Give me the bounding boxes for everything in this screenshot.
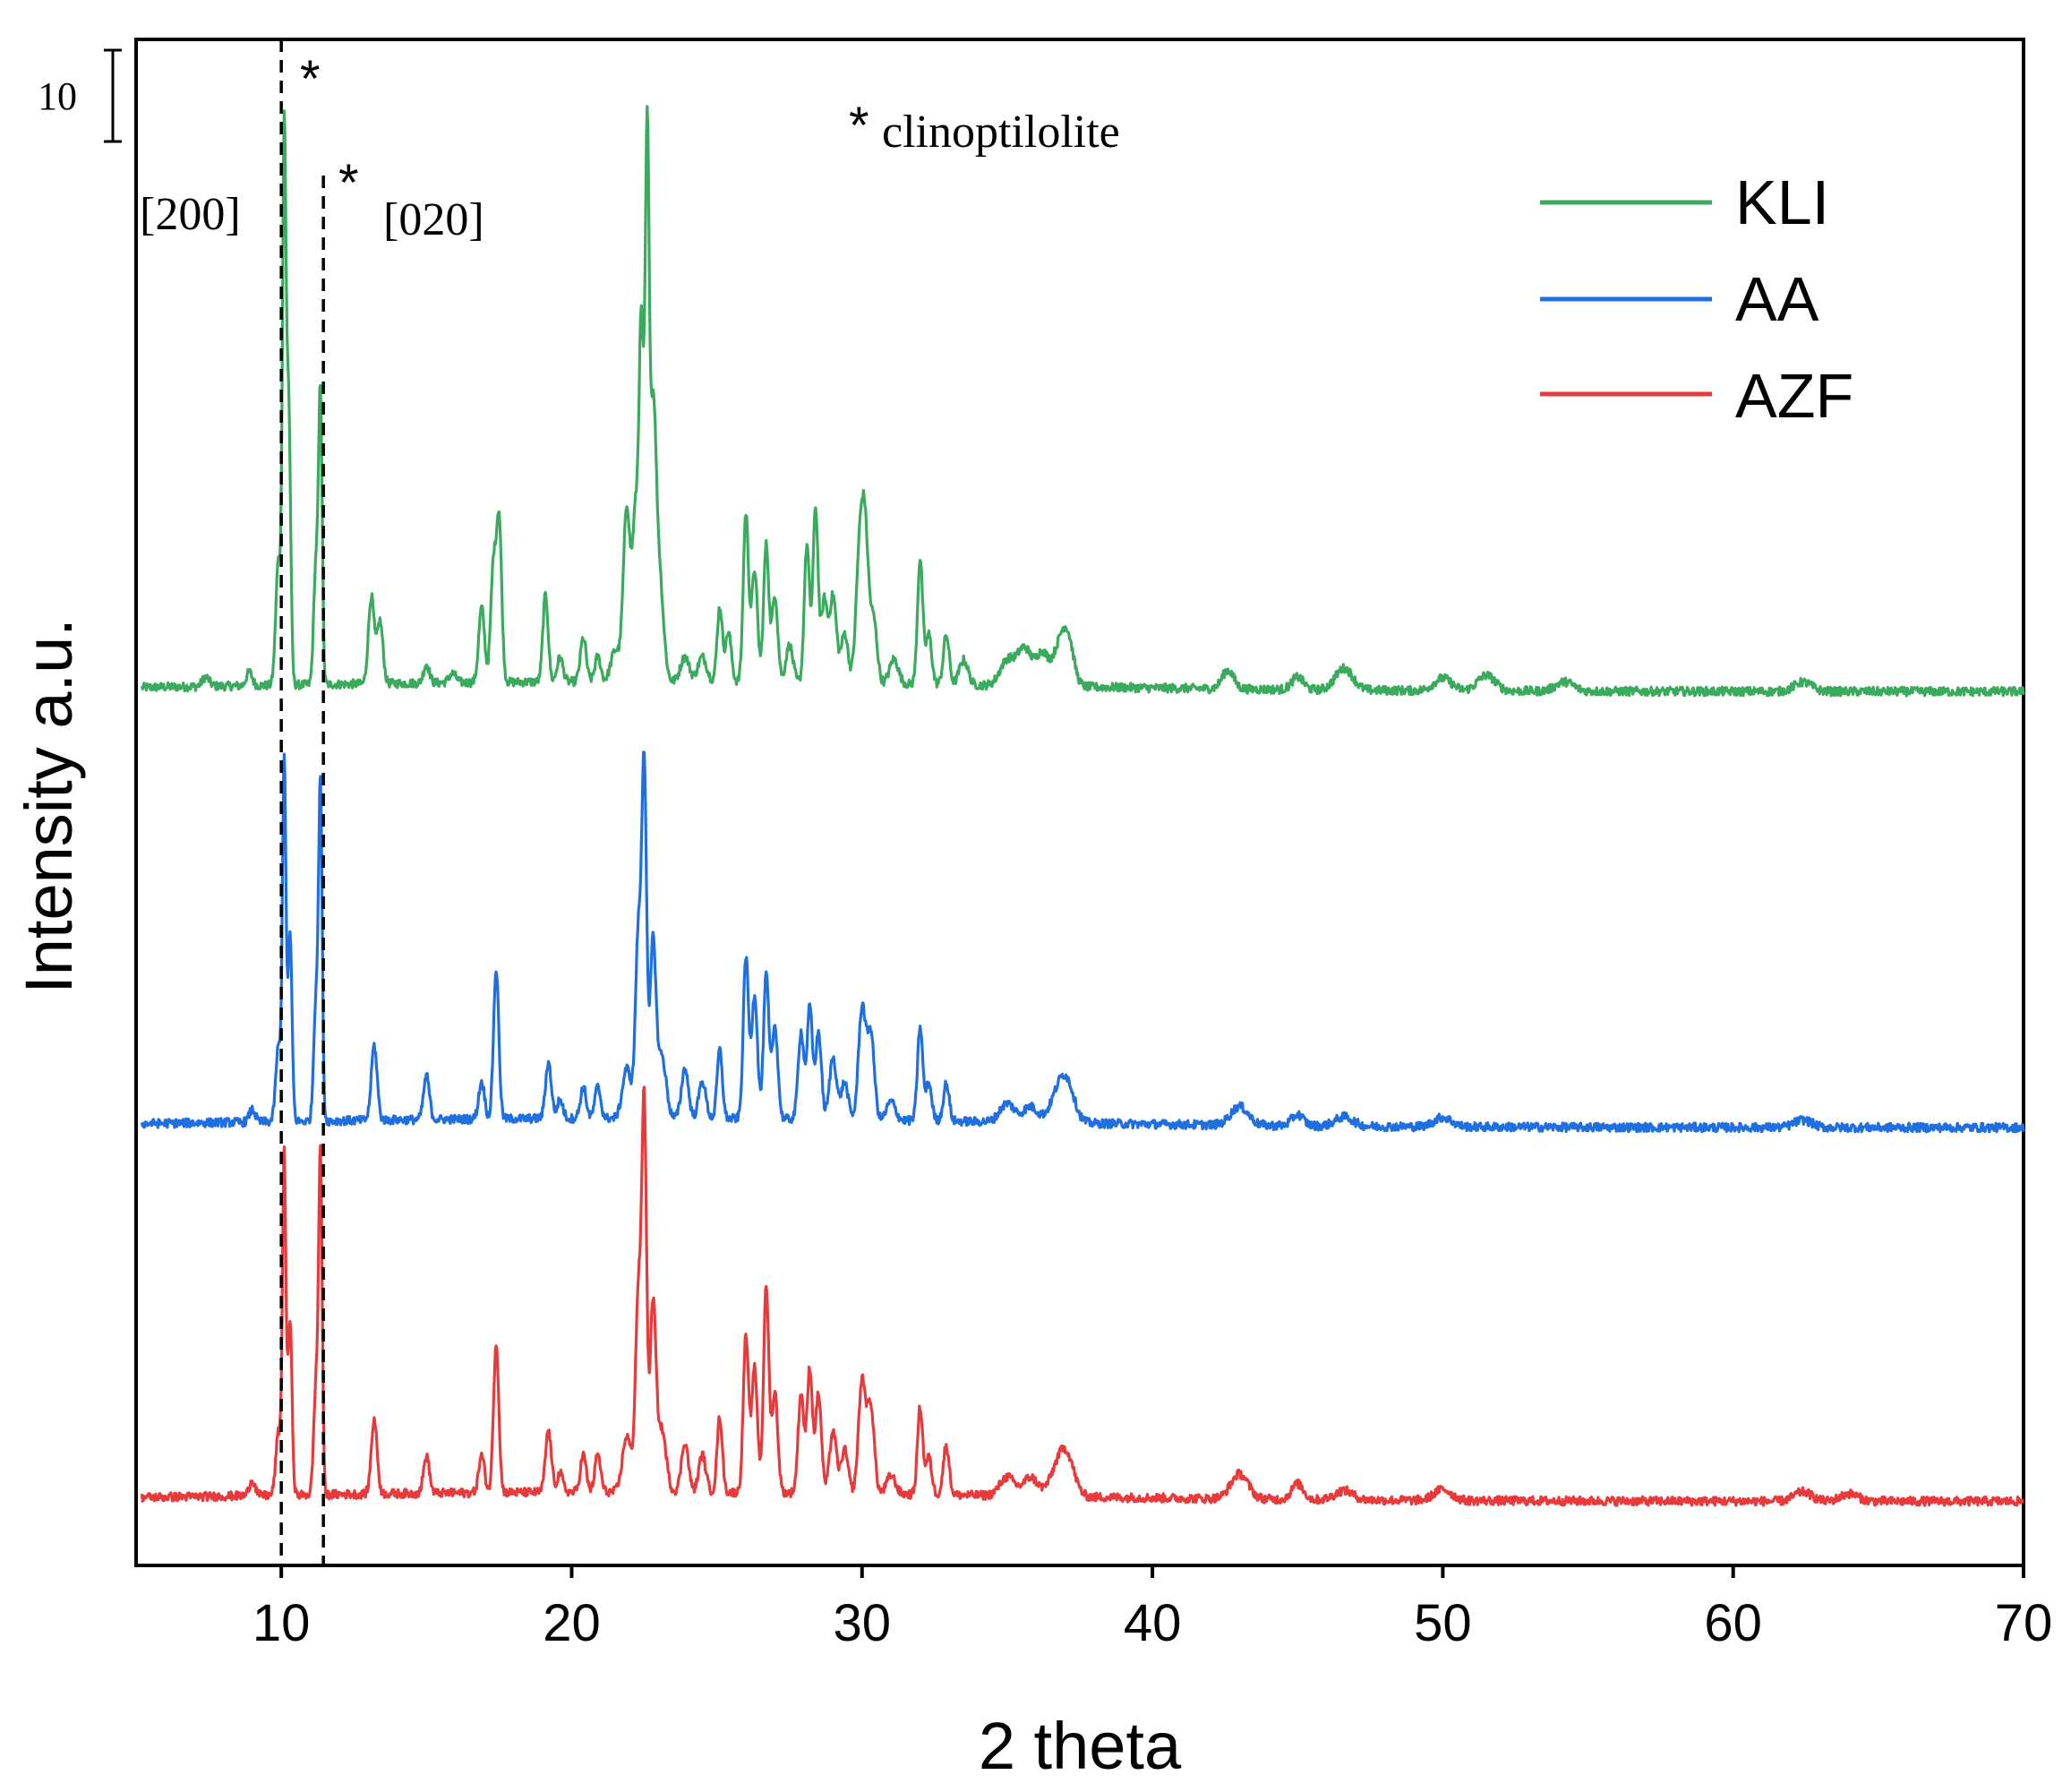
scale-bar-label: 10 — [38, 74, 77, 118]
ref-label-200: [200] — [140, 189, 241, 240]
annotation-text: clinoptilolite — [882, 107, 1120, 158]
x-tick-label-70: 70 — [1995, 1594, 2053, 1652]
x-tick-label-60: 60 — [1704, 1594, 1762, 1652]
x-axis-ticks: 10 20 30 40 50 60 70 — [252, 1565, 2052, 1652]
plot-frame — [134, 38, 2025, 1567]
legend-label-azf: AZF — [1735, 361, 1853, 431]
legend-label-aa: AA — [1735, 264, 1819, 334]
annotation-mark: * — [849, 97, 869, 155]
scale-bar: 10 — [38, 48, 122, 143]
legend-label-kli: KLI — [1735, 167, 1829, 237]
x-axis-label: 2 theta — [979, 1709, 1182, 1783]
series-line-kli — [140, 105, 2025, 698]
series-line-azf — [140, 1085, 2024, 1507]
x-tick-label-30: 30 — [834, 1594, 892, 1652]
x-tick-label-10: 10 — [252, 1594, 311, 1652]
ref-mark-020: * — [338, 154, 359, 212]
x-tick-label-40: 40 — [1124, 1594, 1182, 1652]
series-layer — [140, 105, 2025, 1507]
x-tick-label-20: 20 — [543, 1594, 601, 1652]
reference-lines — [279, 39, 325, 1565]
ref-label-020: [020] — [383, 194, 484, 245]
ref-mark-200: * — [300, 50, 321, 108]
x-tick-label-50: 50 — [1414, 1594, 1472, 1652]
series-line-aa — [140, 750, 2025, 1134]
y-axis-label: Intensity a.u. — [12, 618, 86, 994]
legend: KLI AA AZF — [1540, 167, 1853, 431]
